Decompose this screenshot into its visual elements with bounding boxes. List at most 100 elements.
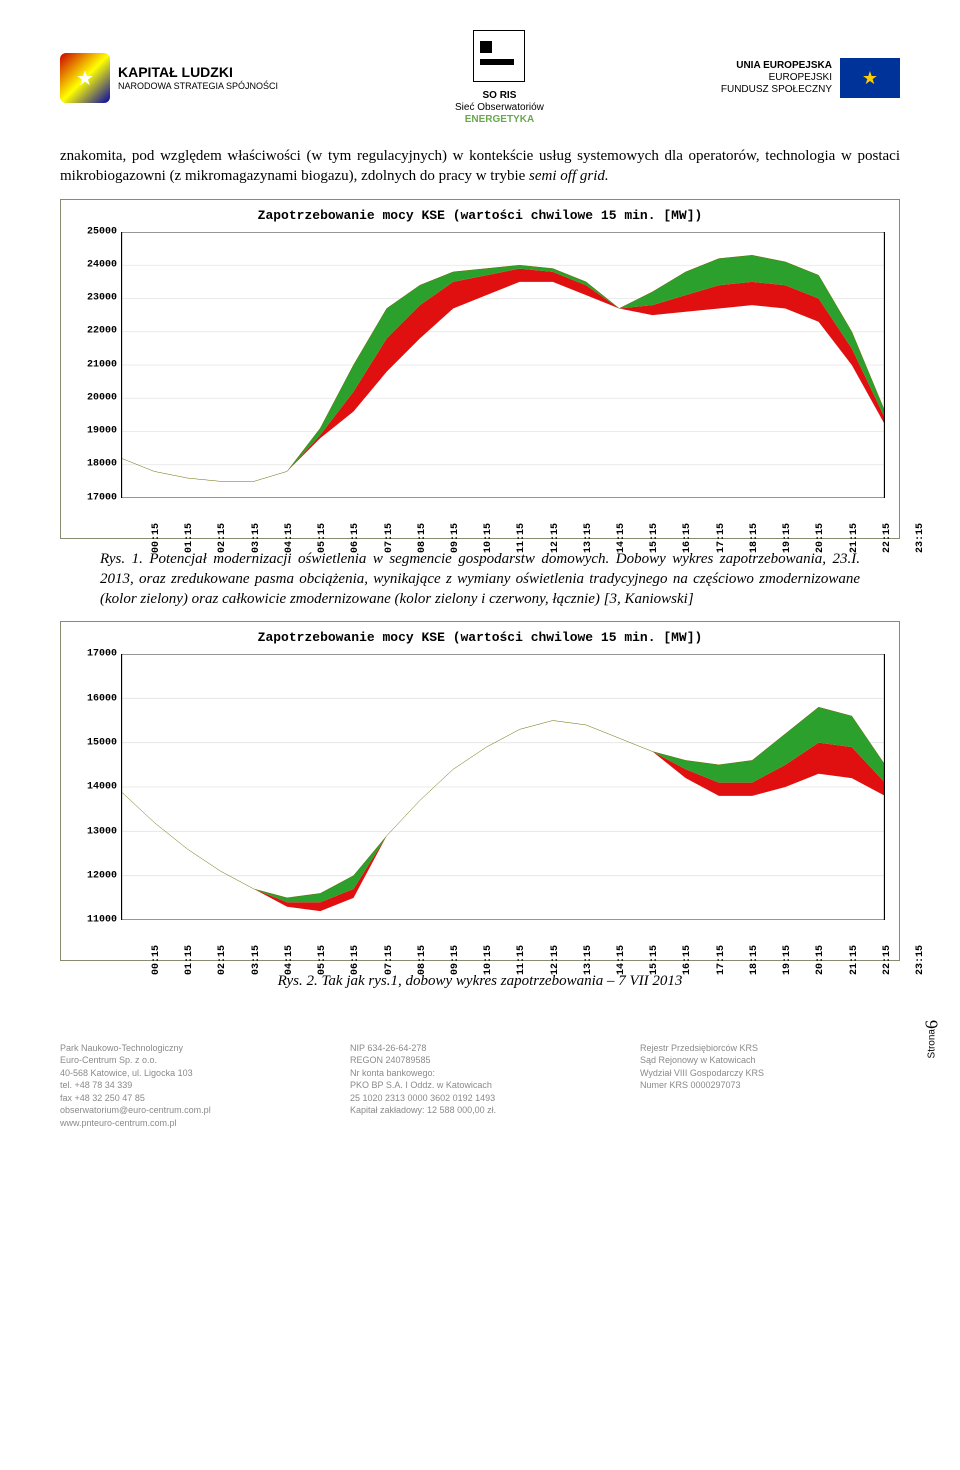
chart-kse-demand-jan: Zapotrzebowanie mocy KSE (wartości chwil… xyxy=(60,199,900,539)
x-tick-label: 19:15 xyxy=(782,945,793,975)
logo-kl-text: KAPITAŁ LUDZKI NARODOWA STRATEGIA SPÓJNO… xyxy=(118,64,278,92)
y-tick-label: 18000 xyxy=(87,459,117,470)
y-tick-label: 15000 xyxy=(87,737,117,748)
eu-line3: FUNDUSZ SPOŁECZNY xyxy=(721,84,832,96)
logo-kl-subtitle: NARODOWA STRATEGIA SPÓJNOŚCI xyxy=(118,81,278,92)
footer-line: Wydział VIII Gospodarczy KRS xyxy=(640,1067,900,1080)
x-tick-label: 06:15 xyxy=(350,945,361,975)
y-tick-label: 11000 xyxy=(87,915,117,926)
caption1-prefix: Rys. 1. xyxy=(100,551,149,567)
y-tick-label: 16000 xyxy=(87,693,117,704)
x-tick-label: 15:15 xyxy=(649,523,660,553)
x-tick-label: 09:15 xyxy=(450,523,461,553)
footer-col-2: NIP 634-26-64-278REGON 240789585Nr konta… xyxy=(350,1042,610,1130)
footer-line: Nr konta bankowego: xyxy=(350,1067,610,1080)
x-tick-label: 12:15 xyxy=(550,945,561,975)
footer-line: tel. +48 78 34 339 xyxy=(60,1079,320,1092)
x-tick-label: 03:15 xyxy=(251,945,262,975)
x-tick-label: 17:15 xyxy=(716,523,727,553)
chart1-y-axis: 1700018000190002000021000220002300024000… xyxy=(65,232,119,498)
footer-line: Rejestr Przedsiębiorców KRS xyxy=(640,1042,900,1055)
x-tick-label: 22:15 xyxy=(882,945,893,975)
x-tick-label: 20:15 xyxy=(815,945,826,975)
logo-soris-text: SO RIS Sieć Obserwatoriów ENERGETYKA xyxy=(455,90,544,126)
x-tick-label: 05:15 xyxy=(317,523,328,553)
x-tick-label: 08:15 xyxy=(417,523,428,553)
y-tick-label: 14000 xyxy=(87,782,117,793)
logo-soris: SO RIS Sieć Obserwatoriów ENERGETYKA xyxy=(455,30,544,126)
x-tick-label: 22:15 xyxy=(882,523,893,553)
x-tick-label: 14:15 xyxy=(616,945,627,975)
page-num: 6 xyxy=(921,1020,941,1029)
y-tick-label: 25000 xyxy=(87,226,117,237)
y-tick-label: 20000 xyxy=(87,392,117,403)
eu-flag-icon: ★ xyxy=(840,58,900,98)
y-tick-label: 12000 xyxy=(87,870,117,881)
logo-eu-text: UNIA EUROPEJSKA EUROPEJSKI FUNDUSZ SPOŁE… xyxy=(721,60,832,96)
page-label: Strona xyxy=(926,1029,937,1058)
eu-line2: EUROPEJSKI xyxy=(721,72,832,84)
x-tick-label: 12:15 xyxy=(550,523,561,553)
x-tick-label: 16:15 xyxy=(682,945,693,975)
chart2-plot-area xyxy=(121,654,885,920)
footer-line: Park Naukowo-Technologiczny xyxy=(60,1042,320,1055)
x-tick-label: 10:15 xyxy=(483,945,494,975)
x-tick-label: 20:15 xyxy=(815,523,826,553)
y-tick-label: 19000 xyxy=(87,426,117,437)
chart2-svg xyxy=(121,654,885,920)
footer-line: Euro-Centrum Sp. z o.o. xyxy=(60,1054,320,1067)
chart1-title: Zapotrzebowanie mocy KSE (wartości chwil… xyxy=(61,200,899,223)
y-tick-label: 13000 xyxy=(87,826,117,837)
chart-kse-demand-jul: Zapotrzebowanie mocy KSE (wartości chwil… xyxy=(60,621,900,961)
y-tick-label: 21000 xyxy=(87,359,117,370)
x-tick-label: 08:15 xyxy=(417,945,428,975)
x-tick-label: 03:15 xyxy=(251,523,262,553)
chart1-plot-area xyxy=(121,232,885,498)
x-tick-label: 00:15 xyxy=(151,945,162,975)
x-tick-label: 00:15 xyxy=(151,523,162,553)
x-tick-label: 04:15 xyxy=(284,945,295,975)
x-tick-label: 07:15 xyxy=(384,945,395,975)
x-tick-label: 01:15 xyxy=(184,945,195,975)
x-tick-label: 10:15 xyxy=(483,523,494,553)
page-root: ★ KAPITAŁ LUDZKI NARODOWA STRATEGIA SPÓJ… xyxy=(0,0,960,1170)
footer-col-3: Rejestr Przedsiębiorców KRSSąd Rejonowy … xyxy=(640,1042,900,1130)
x-tick-label: 17:15 xyxy=(716,945,727,975)
footer-line: Numer KRS 0000297073 xyxy=(640,1079,900,1092)
chart2-title: Zapotrzebowanie mocy KSE (wartości chwil… xyxy=(61,622,899,645)
x-tick-label: 16:15 xyxy=(682,523,693,553)
header-logos-row: ★ KAPITAŁ LUDZKI NARODOWA STRATEGIA SPÓJ… xyxy=(60,30,900,126)
x-tick-label: 21:15 xyxy=(849,945,860,975)
y-tick-label: 17000 xyxy=(87,492,117,503)
footer-line: 40-568 Katowice, ul. Ligocka 103 xyxy=(60,1067,320,1080)
page-number-side: Strona6 xyxy=(921,1020,942,1058)
x-tick-label: 19:15 xyxy=(782,523,793,553)
x-tick-label: 04:15 xyxy=(284,523,295,553)
footer: Park Naukowo-TechnologicznyEuro-Centrum … xyxy=(60,1042,900,1130)
x-tick-label: 13:15 xyxy=(583,945,594,975)
kapital-ludzki-icon: ★ xyxy=(60,53,110,103)
paragraph-intro-italic: semi off grid. xyxy=(529,168,609,184)
footer-line: REGON 240789585 xyxy=(350,1054,610,1067)
y-tick-label: 23000 xyxy=(87,293,117,304)
soris-top: SO RIS xyxy=(455,90,544,102)
footer-line: 25 1020 2313 0000 3602 0192 1493 xyxy=(350,1092,610,1105)
x-tick-label: 07:15 xyxy=(384,523,395,553)
x-tick-label: 11:15 xyxy=(516,523,527,553)
x-tick-label: 21:15 xyxy=(849,523,860,553)
footer-line: NIP 634-26-64-278 xyxy=(350,1042,610,1055)
x-tick-label: 23:15 xyxy=(915,945,926,975)
y-tick-label: 17000 xyxy=(87,649,117,660)
soris-bottom: ENERGETYKA xyxy=(455,114,544,126)
chart1-svg xyxy=(121,232,885,498)
chart1-x-axis: 00:1501:1502:1503:1504:1505:1506:1507:15… xyxy=(121,500,885,538)
y-tick-label: 22000 xyxy=(87,326,117,337)
x-tick-label: 18:15 xyxy=(749,523,760,553)
caption1-text: Potencjał modernizacji oświetlenia w seg… xyxy=(100,551,860,608)
y-tick-label: 24000 xyxy=(87,259,117,270)
footer-line: www.pnteuro-centrum.com.pl xyxy=(60,1117,320,1130)
footer-line: fax +48 32 250 47 85 xyxy=(60,1092,320,1105)
x-tick-label: 02:15 xyxy=(217,523,228,553)
x-tick-label: 09:15 xyxy=(450,945,461,975)
x-tick-label: 15:15 xyxy=(649,945,660,975)
